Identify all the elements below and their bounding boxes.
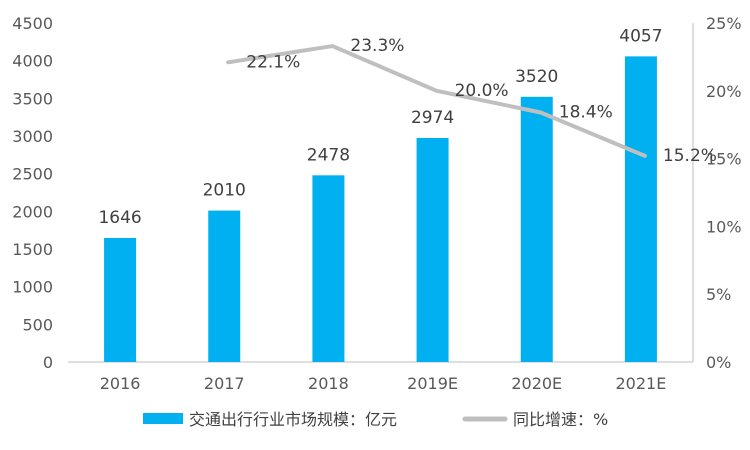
legend-label-line: 同比增速：% <box>513 410 608 429</box>
left-tick-label: 0 <box>43 353 53 372</box>
bar-data-labels: 1646 2010 2478 2974 3520 4057 <box>98 26 662 228</box>
bar <box>520 96 553 363</box>
legend-swatch-bar <box>143 413 183 424</box>
growth-value-label: 22.1% <box>246 52 300 72</box>
bar-value-label: 2010 <box>203 181 246 201</box>
right-tick-label: 5% <box>706 285 731 304</box>
left-tick-label: 1500 <box>12 240 53 259</box>
x-tick-label: 2018 <box>308 374 349 393</box>
bar <box>208 210 241 362</box>
x-axis-ticks: 2016 2017 2018 2019E 2020E 2021E <box>100 374 667 393</box>
bar-value-label: 4057 <box>619 26 662 46</box>
growth-line-series <box>226 44 647 158</box>
growth-value-label: 20.0% <box>455 81 509 101</box>
x-tick-label: 2017 <box>204 374 245 393</box>
bar <box>624 56 657 362</box>
bar <box>416 137 449 362</box>
right-axis-ticks: 0% 5% 10% 15% 20% 25% <box>706 14 742 372</box>
bar-value-label: 2478 <box>307 145 350 165</box>
right-tick-label: 10% <box>706 217 742 236</box>
legend: 交通出行行业市场规模：亿元 同比增速：% <box>143 410 608 429</box>
left-tick-label: 3000 <box>12 127 53 146</box>
x-tick-label: 2016 <box>100 374 141 393</box>
left-tick-label: 500 <box>22 315 53 334</box>
growth-value-label: 18.4% <box>559 102 613 122</box>
right-tick-label: 25% <box>706 14 742 33</box>
growth-data-labels: 22.1% 23.3% 20.0% 18.4% 15.2% <box>246 36 717 166</box>
x-tick-label: 2021E <box>616 374 667 393</box>
axes <box>68 23 694 363</box>
bar-value-label: 2974 <box>411 108 454 128</box>
right-tick-label: 0% <box>706 353 731 372</box>
left-tick-label: 4500 <box>12 14 53 33</box>
left-tick-label: 2500 <box>12 165 53 184</box>
growth-value-label: 15.2% <box>663 146 717 166</box>
right-tick-label: 15% <box>706 150 742 169</box>
right-tick-label: 20% <box>706 82 742 101</box>
left-tick-label: 2000 <box>12 202 53 221</box>
left-tick-label: 1000 <box>12 278 53 297</box>
growth-value-label: 23.3% <box>350 36 404 56</box>
left-tick-label: 3500 <box>12 89 53 108</box>
bar-value-label: 3520 <box>515 67 558 87</box>
legend-label-bar: 交通出行行业市场规模：亿元 <box>189 410 397 429</box>
bar-series <box>104 56 657 363</box>
bar-value-label: 1646 <box>98 208 141 228</box>
bar <box>104 238 137 362</box>
left-tick-label: 4000 <box>12 52 53 71</box>
x-tick-label: 2020E <box>511 374 562 393</box>
bar <box>312 175 345 362</box>
growth-line <box>226 44 647 158</box>
left-axis-ticks: 0 500 1000 1500 2000 2500 3000 3500 4000 4500 <box>12 14 53 372</box>
x-tick-label: 2019E <box>407 374 458 393</box>
